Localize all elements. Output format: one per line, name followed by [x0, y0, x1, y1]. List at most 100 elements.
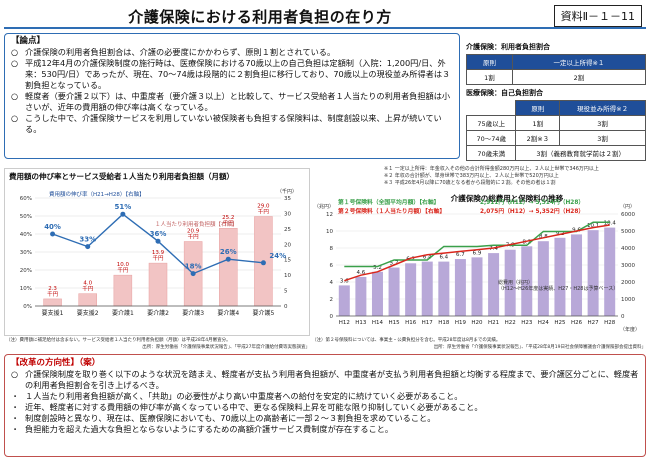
table1-title: 介護保険：利用者負担割合	[466, 43, 550, 51]
right-tick-label: 10	[284, 273, 291, 279]
bullet: ・	[11, 391, 20, 401]
right-tick-label: 5	[284, 289, 288, 295]
right-tick-label: 20	[284, 242, 291, 248]
bar-value-label: 25.2 千円	[222, 215, 234, 227]
category-label: 要支援1	[42, 309, 64, 317]
cost-bar	[571, 234, 583, 316]
kaikaku-item: ・負担能力を超えた過大な負担とならないようにするための高額介護サービス費制度が存…	[11, 424, 639, 435]
cost-bar	[405, 263, 417, 316]
kaikaku-item: ・ １人当たり利用者負担額が高く、「共助」の必要性がより高い中重度者への給付を安定…	[11, 391, 639, 402]
premium1-line	[344, 221, 610, 268]
right-axis-unit: （円）	[620, 204, 635, 210]
year-label: H12	[339, 320, 350, 326]
bar	[148, 262, 168, 307]
x-unit: （年度）	[620, 326, 640, 333]
left-tick-label: 8	[330, 246, 334, 252]
cost-bar	[355, 276, 367, 316]
growth-label: 36%	[150, 230, 167, 238]
year-label: H27	[588, 320, 600, 326]
bar-value-number: 10.0	[117, 262, 130, 268]
cost-bar-label: 6.4	[423, 255, 432, 261]
ronten-item: ○ 介護保険の利用者負担割合は、介護の必要度にかかわらず、原則１割とされている。	[11, 47, 453, 58]
bullet: ○	[11, 91, 19, 101]
cost-bar	[438, 261, 450, 316]
year-label: H16	[405, 320, 417, 326]
table1: 原則 一定以上所得※１ 1割 2割	[466, 54, 647, 85]
ronten-text: 軽度者（要介護２以下）は、中重度者（要介護３以上）と比較して、サービス受給者１人…	[25, 91, 451, 112]
cost-annotation: 総費用（兆円）（H12～H26年度は実績、H27・H28は予算ベース）	[498, 279, 618, 292]
legend-bar: １人当たり利用者負担額【右軸】	[155, 220, 238, 228]
growth-point	[190, 271, 196, 277]
year-label: H24	[538, 320, 550, 326]
table2-cell: 3割	[559, 115, 646, 131]
growth-point	[120, 211, 126, 217]
table2: 原則 現役並み所得※２ 75歳以上 1割 3割 70～74歳 2割※３ 3割 7…	[465, 100, 646, 161]
cost-bar-label: 10.4	[604, 221, 617, 227]
bar-value-number: 2.3	[48, 286, 57, 292]
table2-block: 医療保険：自己負担割合 原則 現役並み所得※２ 75歳以上 1割 3割 70～7…	[465, 88, 646, 161]
right-tick-label: 30	[284, 211, 291, 217]
ronten-box: 【論点】 ○ 介護保険の利用者負担割合は、介護の必要度にかかわらず、原則１割とされ…	[4, 33, 460, 159]
table1-block: 介護保険：利用者負担割合 原則 一定以上所得※１ 1割 2割	[466, 42, 647, 85]
table2-cell: 3割（義務教育就学前は２割）	[515, 145, 646, 161]
left-tick-label: 2	[330, 297, 334, 303]
year-label: H17	[422, 320, 434, 326]
bar-value-number: 4.0	[83, 281, 92, 287]
cost-bar-label: 5.7	[390, 261, 399, 267]
table2-cell: 70～74歳	[465, 130, 517, 146]
cost-bar	[587, 230, 599, 316]
kaikaku-text: 近年、軽度者に対する費用額の伸び率が高くなっている中で、更なる保険料上昇を可能な…	[25, 402, 483, 412]
year-label: H22	[505, 320, 516, 326]
cost-bar-label: 8.2	[522, 239, 531, 245]
year-label: H19	[455, 320, 467, 326]
chart-cost-growth: 費用額の伸び率とサービス受給者１人当たり利用者負担額（月額） 0% 10% 20% 3…	[4, 168, 310, 336]
ronten-text: 平成12年4月の介護保険制度の施行時は、医療保険における70歳以上の自己負担は定…	[25, 58, 451, 90]
right-tick-label: 3000	[621, 263, 635, 269]
cost-bar-label: 5.2	[373, 265, 382, 271]
right-tick-label: 0	[284, 304, 288, 310]
left-axis-unit: （兆円）	[314, 203, 334, 210]
bar-value-number: 13.9	[152, 250, 165, 256]
left-tick-label: 60%	[20, 196, 32, 202]
chart-premium-trend: 0 2 4 6 8 10 12 0 1000 2000 3000 4000 5000 6000 （兆円） （円…	[310, 196, 646, 336]
bar-value-label: 2.3 千円	[47, 286, 59, 298]
series-range: 2,911円（H12）→ 5,514円（H28）	[480, 198, 584, 206]
bullet: ○	[11, 113, 19, 123]
left-tick-label: 50%	[20, 214, 32, 220]
series-range: 2,075円（H12）→ 5,352円（H28）	[480, 207, 584, 215]
cost-bar-label: 10.1	[587, 223, 599, 229]
bar-value-unit: 千円	[82, 285, 94, 293]
bar-value-label: 29.0 千円	[257, 204, 270, 216]
table2-title: 医療保険：自己負担割合	[466, 89, 543, 97]
left-tick-label: 0%	[23, 304, 32, 310]
series-legend: 第２号保険料（１人当たり月額）【右軸】	[338, 207, 445, 215]
category-label: 要支援2	[77, 309, 99, 317]
cost-bar	[338, 285, 350, 316]
document-number: 資料Ⅱ－１－11	[553, 5, 642, 27]
ronten-item: ○ 平成12年4月の介護保険制度の施行時は、医療保険における70歳以上の自己負担は…	[11, 58, 453, 91]
bar-value-unit: 千円	[223, 219, 235, 227]
bullet: ○	[11, 47, 19, 57]
note: ※１ 一定以上所得：年金収入その他の合計所得金額280万円以上、２人以上世帯で3…	[384, 166, 599, 172]
year-label: H20	[471, 320, 483, 326]
table2-cell: 75歳以上	[465, 115, 517, 131]
table2-cell: 2割※３	[515, 130, 561, 146]
cost-bar-label: 4.6	[357, 270, 366, 276]
bullet: ・	[11, 402, 20, 412]
cost-bar	[454, 259, 466, 316]
cost-bar	[554, 237, 566, 316]
year-label: H13	[355, 320, 367, 326]
table2-cell: 1割	[515, 115, 561, 131]
growth-label: 26%	[220, 248, 237, 256]
growth-label: 18%	[185, 263, 202, 271]
bar-value-number: 29.0	[257, 204, 270, 210]
kaikaku-item: ○ 介護保険制度を取り巻く以下のような状況を踏まえ、軽度者が支払う利用者負担額が、…	[11, 369, 639, 391]
cost-bar	[371, 271, 383, 316]
kaikaku-text: 介護保険制度を取り巻く以下のような状況を踏まえ、軽度者が支払う利用者負担額が、中…	[25, 369, 639, 390]
table1-header: 原則	[466, 54, 513, 70]
right-tick-label: 25	[284, 227, 291, 233]
growth-label: 51%	[114, 203, 131, 211]
year-label: H18	[438, 320, 450, 326]
title-rule	[4, 27, 646, 29]
cost-bar	[488, 253, 500, 316]
